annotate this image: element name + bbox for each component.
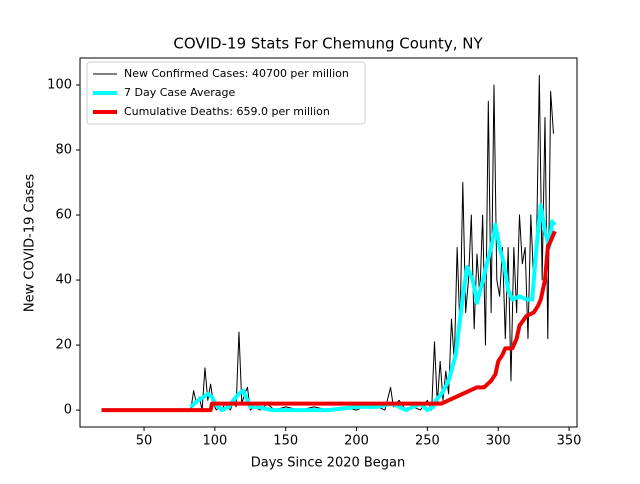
legend-label: Cumulative Deaths: 659.0 per million xyxy=(124,105,330,118)
y-tick-label: 40 xyxy=(55,273,72,288)
y-axis-label: New COVID-19 Cases xyxy=(23,174,38,312)
x-tick-label: 100 xyxy=(202,434,227,449)
y-tick-label: 80 xyxy=(55,143,72,158)
x-tick-label: 250 xyxy=(415,434,440,449)
chart-title: COVID-19 Stats For Chemung County, NY xyxy=(173,35,483,53)
y-tick-label: 100 xyxy=(47,77,72,92)
series-line xyxy=(190,74,554,411)
plot-frame xyxy=(79,57,578,428)
legend-label: 7 Day Case Average xyxy=(124,86,236,99)
legend-label: New Confirmed Cases: 40700 per million xyxy=(124,67,349,80)
y-tick-label: 20 xyxy=(55,338,72,353)
x-tick-label: 50 xyxy=(136,434,153,449)
x-tick-label: 350 xyxy=(557,434,582,449)
series-line xyxy=(189,203,557,413)
x-tick-label: 150 xyxy=(273,434,298,449)
x-tick-label: 200 xyxy=(344,434,369,449)
y-tick-label: 0 xyxy=(64,403,72,418)
y-tick-label: 60 xyxy=(55,208,72,223)
legend-box xyxy=(86,61,366,125)
series-line xyxy=(101,230,557,413)
x-tick-label: 300 xyxy=(486,434,511,449)
x-axis-label: Days Since 2020 Began xyxy=(251,456,406,471)
